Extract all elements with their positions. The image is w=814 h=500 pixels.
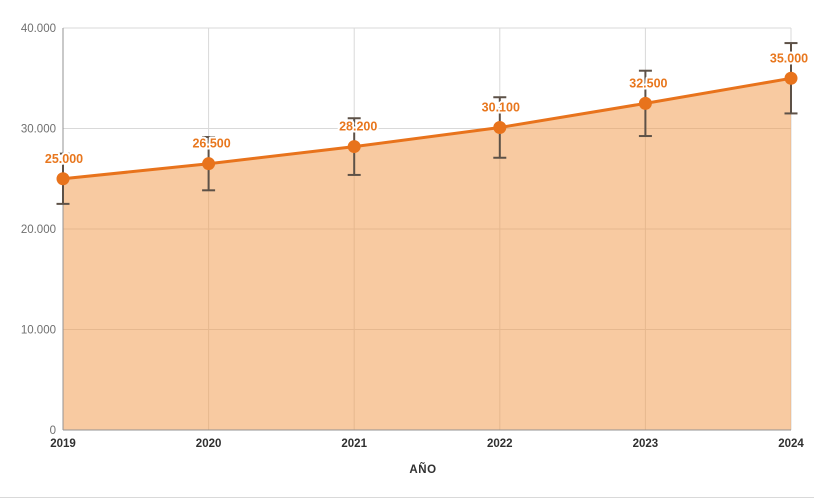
data-point-marker xyxy=(202,157,216,171)
series-line xyxy=(61,76,793,181)
x-tick-label: 2021 xyxy=(341,438,367,450)
axes-group xyxy=(62,28,791,431)
x-tick-label: 2020 xyxy=(196,438,222,450)
data-point-label: 30.100 xyxy=(482,100,520,114)
data-point-label: 35.000 xyxy=(770,51,808,65)
x-tick-label: 2022 xyxy=(487,438,513,450)
series-line-group xyxy=(61,76,793,181)
data-point-marker xyxy=(784,71,798,85)
data-point-markers-group xyxy=(56,71,798,186)
y-tick-label: 10.000 xyxy=(21,325,56,337)
data-point-labels-group: 25.000 26.500 28.200 30.100 32.500 35.000 xyxy=(43,49,810,168)
area-fill-group xyxy=(63,78,791,431)
data-point-label: 26.500 xyxy=(192,137,230,151)
data-point-label: 25.000 xyxy=(45,152,83,166)
y-tick-label: 0 xyxy=(50,425,56,437)
data-point-marker xyxy=(56,172,70,186)
x-tick-label: 2023 xyxy=(633,438,659,450)
data-point-marker xyxy=(493,120,507,134)
y-tick-label: 40.000 xyxy=(21,23,56,35)
x-axis-title: AÑO xyxy=(409,463,436,476)
page-bottom-border xyxy=(0,497,814,498)
tick-labels-group: 0 10.000 20.000 30.000 40.000 2019 2020 2021 202… xyxy=(21,23,805,450)
x-tick-label: 2019 xyxy=(50,438,76,450)
y-tick-label: 30.000 xyxy=(21,124,56,136)
data-point-label: 28.200 xyxy=(339,120,377,134)
area-fill xyxy=(63,78,791,431)
data-point-label: 32.500 xyxy=(629,76,667,90)
data-point-marker xyxy=(347,140,361,154)
data-point-marker xyxy=(638,96,652,110)
x-tick-label: 2024 xyxy=(778,438,804,450)
y-tick-label: 20.000 xyxy=(21,224,56,236)
